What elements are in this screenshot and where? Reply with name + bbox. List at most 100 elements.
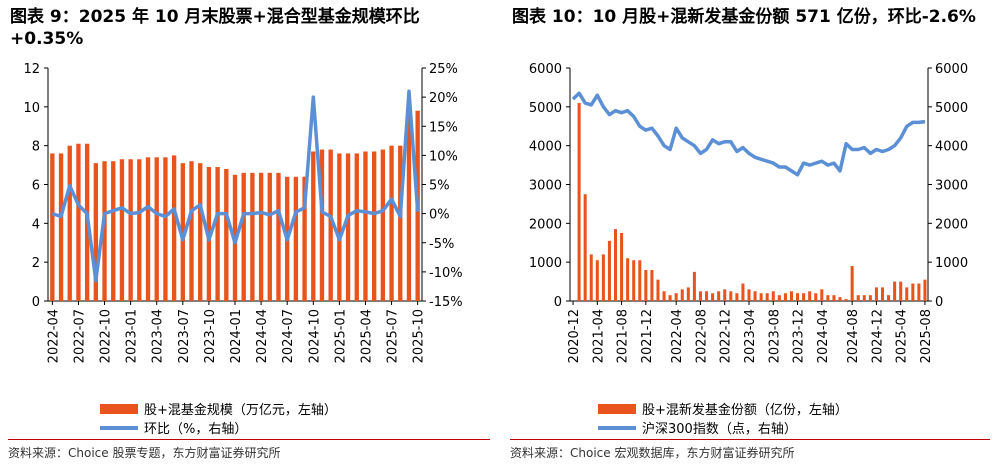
right-axis-tick-label: 5000 bbox=[935, 101, 968, 116]
bar-2022-12 bbox=[717, 291, 721, 301]
left-axis-tick-label: 2 bbox=[32, 256, 40, 271]
right-axis-tick-label: 3000 bbox=[935, 179, 968, 194]
bar-2023-01 bbox=[723, 289, 727, 301]
x-axis-tick-label: 2025-04 bbox=[359, 309, 374, 363]
bar-2021-08 bbox=[620, 233, 624, 301]
bar-2022-11 bbox=[111, 161, 116, 301]
line-series bbox=[571, 91, 926, 177]
bar-2023-09 bbox=[198, 163, 203, 301]
bar-2022-10 bbox=[705, 291, 709, 301]
x-axis-tick-label: 2023-08 bbox=[767, 309, 782, 363]
right-axis-tick-label: 6000 bbox=[935, 62, 968, 77]
right-axis-tick-label: -15% bbox=[429, 295, 463, 310]
bar-2025-01 bbox=[337, 153, 342, 301]
bar-2025-04 bbox=[887, 295, 891, 301]
chart-title: 图表 9：2025 年 10 月末股票+混合型基金规模环比+0.35% bbox=[10, 7, 420, 49]
legend-line-label: 环比（%，右轴） bbox=[144, 422, 247, 437]
bar-2023-07 bbox=[759, 293, 763, 301]
bar-2023-02 bbox=[729, 291, 733, 301]
bar-2021-09 bbox=[626, 258, 630, 301]
bar-2023-04 bbox=[741, 283, 745, 301]
bar-2022-10 bbox=[102, 161, 107, 301]
bar-2021-01 bbox=[577, 102, 581, 301]
bar-2023-04 bbox=[154, 157, 159, 301]
bar-2023-08 bbox=[765, 293, 769, 301]
bar-2022-08 bbox=[692, 271, 696, 301]
bar-2024-08 bbox=[838, 297, 842, 301]
right-axis-tick-label: 2000 bbox=[935, 217, 968, 232]
x-axis-tick-label: 2022-04 bbox=[46, 309, 61, 363]
new-fund-share-chart: 0 1000 2000 3000 4000 5000 6000 0 1000 2000 3000 40… bbox=[529, 62, 968, 437]
bar-2022-06 bbox=[67, 145, 72, 301]
bar-2021-03 bbox=[589, 254, 593, 301]
source-divider bbox=[510, 439, 990, 440]
bar-2024-03 bbox=[250, 172, 255, 301]
bar-2022-12 bbox=[119, 159, 125, 301]
bar-2025-09 bbox=[917, 283, 921, 301]
bar-2022-05 bbox=[674, 293, 678, 301]
x-axis-tick-label: 2022-07 bbox=[72, 309, 87, 363]
x-axis-tick-label: 2024-10 bbox=[307, 309, 322, 363]
bar-2022-04 bbox=[668, 295, 672, 301]
x-axis-tick-label: 2023-01 bbox=[125, 309, 140, 363]
bar-2022-04 bbox=[50, 153, 55, 301]
right-axis-tick-label: -10% bbox=[429, 266, 463, 281]
bar-2025-09 bbox=[406, 112, 412, 302]
bar-2022-02 bbox=[656, 279, 660, 301]
bar-2023-01 bbox=[128, 159, 133, 301]
x-axis-tick-label: 2025-10 bbox=[412, 309, 427, 363]
bar-2024-08 bbox=[293, 176, 299, 301]
left-axis-tick-label: 0 bbox=[554, 295, 562, 310]
bar-2025-07 bbox=[389, 145, 394, 301]
bar-2025-06 bbox=[899, 281, 903, 301]
x-axis-tick-label: 2024-12 bbox=[870, 309, 885, 363]
x-axis-tick-label: 2024-01 bbox=[229, 309, 244, 363]
fund-size-chart: 0 2 4 6 8 10 12 -15% -10% -5% 0% 5% 10% 15% 20% 25% 2022… bbox=[23, 62, 463, 437]
x-axis-tick-label: 2021-08 bbox=[616, 309, 631, 363]
x-axis-tick-label: 2023-04 bbox=[743, 309, 758, 363]
bar-2025-02 bbox=[874, 287, 878, 301]
bar-2025-06 bbox=[380, 149, 386, 301]
x-axis-tick-label: 2024-07 bbox=[281, 309, 296, 363]
x-axis-tick-label: 2024-08 bbox=[846, 309, 861, 363]
x-axis-tick-label: 2022-12 bbox=[719, 309, 734, 363]
x-axis-tick-label: 2025-04 bbox=[895, 309, 910, 363]
x-axis-tick-label: 2023-12 bbox=[792, 309, 807, 363]
x-axis-tick-label: 2023-10 bbox=[203, 309, 218, 363]
bar-2024-04 bbox=[814, 293, 818, 301]
left-axis-tick-label: 4 bbox=[32, 217, 40, 232]
bar-2024-12 bbox=[328, 149, 333, 301]
right-axis-tick-label: 5% bbox=[429, 179, 450, 194]
bar-2021-10 bbox=[632, 260, 636, 301]
bar-2022-09 bbox=[93, 163, 99, 301]
legend-line-label: 沪深300指数（点，右轴） bbox=[642, 421, 797, 437]
x-axis-tick-label: 2020-12 bbox=[567, 309, 582, 363]
bar-2025-03 bbox=[354, 153, 359, 301]
bar-2023-11 bbox=[215, 167, 220, 301]
bar-2022-07 bbox=[76, 143, 81, 301]
bar-2024-05 bbox=[267, 172, 272, 301]
x-axis-tick-label: 2025-08 bbox=[919, 309, 934, 363]
legend-bar-label: 股+混新发基金份额（亿份，左轴） bbox=[642, 402, 848, 418]
bar-2025-05 bbox=[893, 281, 897, 301]
bar-2025-03 bbox=[880, 287, 885, 301]
x-axis-tick-label: 2021-04 bbox=[591, 309, 606, 363]
bar-2022-07 bbox=[686, 287, 690, 301]
bar-2023-06 bbox=[171, 155, 177, 301]
bar-2021-11 bbox=[638, 260, 642, 301]
left-axis-tick-label: 3000 bbox=[529, 179, 562, 194]
bar-2021-12 bbox=[644, 269, 648, 301]
bar-2023-03 bbox=[735, 293, 739, 301]
x-axis-tick-label: 2021-12 bbox=[640, 309, 655, 363]
bar-2023-12 bbox=[224, 168, 229, 301]
bar-2024-01 bbox=[796, 293, 800, 301]
x-axis-tick-label: 2022-04 bbox=[670, 309, 685, 363]
x-axis-tick-label: 2025-07 bbox=[386, 309, 401, 363]
bar-2024-06 bbox=[276, 172, 281, 301]
bar-2023-05 bbox=[747, 289, 751, 301]
bar-2022-03 bbox=[662, 291, 666, 301]
left-axis-tick-label: 6000 bbox=[529, 62, 562, 77]
left-axis-tick-label: 0 bbox=[32, 295, 40, 310]
bar-2025-10 bbox=[923, 279, 927, 301]
left-axis-tick-label: 6 bbox=[32, 179, 40, 194]
